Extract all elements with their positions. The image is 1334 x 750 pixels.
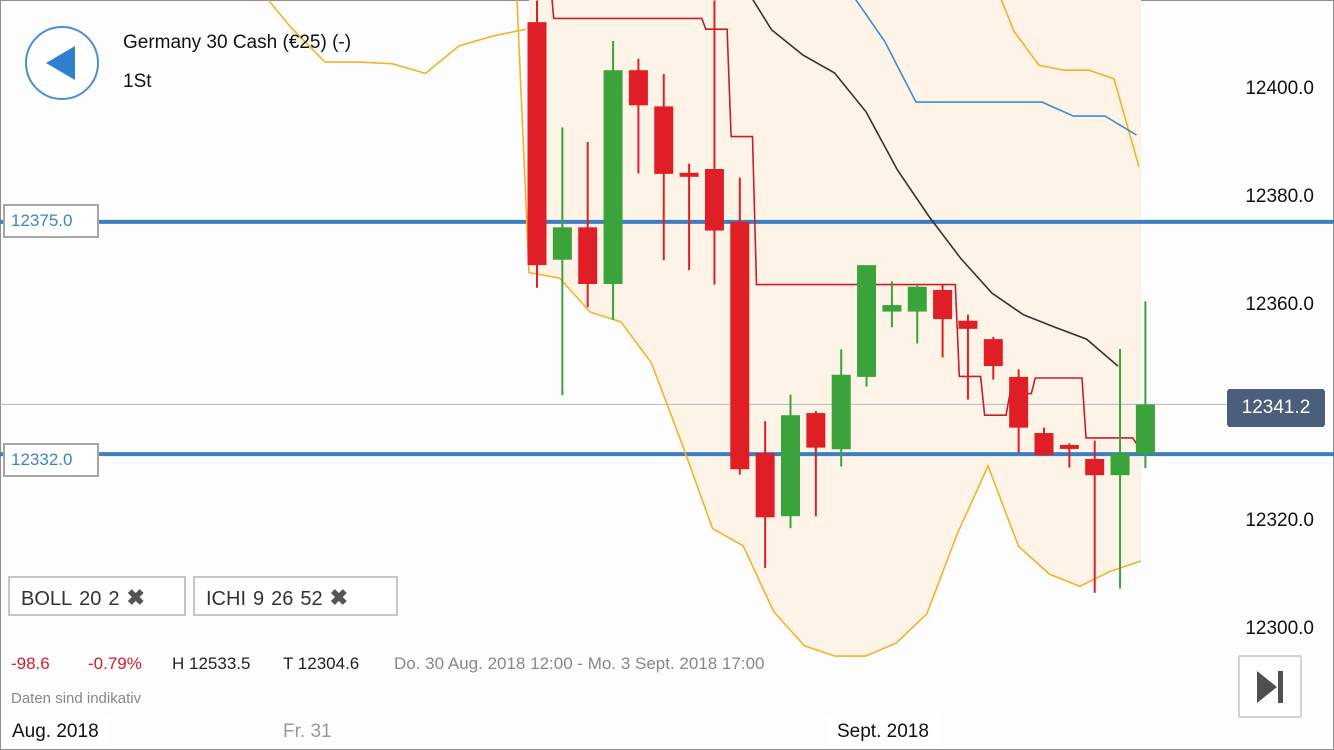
ichimoku-kijun-line xyxy=(752,0,1119,367)
candle xyxy=(552,127,572,396)
candle xyxy=(983,336,1003,380)
candle-body xyxy=(983,339,1003,367)
indicator-param: 26 xyxy=(271,588,294,610)
candle xyxy=(730,177,750,475)
candle-body xyxy=(628,70,648,106)
candle xyxy=(933,284,953,358)
bollinger-fill xyxy=(529,0,1141,657)
back-button[interactable] xyxy=(25,26,99,100)
price-line-label-lower[interactable]: 12332.0 xyxy=(3,443,99,477)
candle-body xyxy=(806,413,826,448)
indicator-param: 9 xyxy=(253,588,265,610)
indicator-param: 52 xyxy=(300,588,323,610)
indicator-lines xyxy=(267,0,1152,657)
date-range: Do. 30 Aug. 2018 12:00 - Mo. 3 Sept. 201… xyxy=(394,654,765,673)
bollinger-upper-line xyxy=(267,0,527,75)
candle xyxy=(1034,427,1054,456)
candle-body xyxy=(730,221,750,470)
candle-body xyxy=(831,374,851,450)
candle-body xyxy=(1085,458,1105,476)
current-price-tag: 12341.2 xyxy=(1227,389,1325,427)
y-tick-label: 12300.0 xyxy=(1245,618,1314,639)
bollinger-upper-line xyxy=(1000,0,1140,168)
close-icon[interactable]: ✖ xyxy=(126,585,145,610)
candle-body xyxy=(1059,444,1079,449)
candle xyxy=(1135,301,1155,469)
candle-body xyxy=(1110,453,1130,476)
price-line-label-upper[interactable]: 12375.0 xyxy=(3,204,99,238)
candles xyxy=(527,0,1155,593)
candle xyxy=(1059,443,1079,468)
candle-body xyxy=(704,169,724,231)
y-tick-label: 12380.0 xyxy=(1245,186,1314,207)
candle-body xyxy=(1009,376,1029,428)
x-axis-label-sept: Sept. 2018 xyxy=(826,716,940,748)
y-tick-label: 12360.0 xyxy=(1245,294,1314,315)
candle-body xyxy=(603,70,623,285)
candle xyxy=(958,314,978,400)
instrument-title: Germany 30 Cash (€25) (-) xyxy=(123,32,352,53)
candle-body xyxy=(882,305,902,312)
indicator-chip-ichi[interactable]: ICHI 9 26 52 ✖ xyxy=(193,576,398,616)
candle xyxy=(806,410,826,517)
low-value: T 12304.6 xyxy=(283,654,360,673)
candle xyxy=(679,163,699,270)
bollinger-lower-line xyxy=(516,0,1142,657)
candle xyxy=(882,281,902,328)
indicator-param: 2 xyxy=(108,588,120,610)
candle-body xyxy=(578,227,598,285)
indicator-name: ICHI xyxy=(206,588,246,610)
timeframe-label: 1St xyxy=(123,71,152,92)
skip-to-end-button[interactable] xyxy=(1238,655,1302,718)
candle xyxy=(1110,348,1130,589)
indicator-param: 20 xyxy=(79,588,102,610)
candle xyxy=(654,73,674,261)
candle xyxy=(1009,369,1029,453)
candle xyxy=(1085,440,1105,593)
y-tick-label: 12320.0 xyxy=(1245,510,1314,531)
candle xyxy=(704,0,724,285)
candle xyxy=(831,349,851,467)
ichimoku-senkou-line xyxy=(855,0,1137,136)
back-arrow-icon xyxy=(46,46,75,80)
skip-to-end-icon xyxy=(1257,671,1277,703)
candle-body xyxy=(527,22,547,266)
indicator-chip-boll[interactable]: BOLL 20 2 ✖ xyxy=(8,576,186,616)
candle-body xyxy=(755,453,775,518)
change-value: -98.6 xyxy=(11,654,50,673)
candle xyxy=(628,58,648,174)
y-tick-label: 12400.0 xyxy=(1245,78,1314,99)
disclaimer: Daten sind indikativ xyxy=(11,690,142,707)
candle xyxy=(781,394,800,529)
candle-body xyxy=(857,265,877,377)
candle xyxy=(907,285,927,344)
ichimoku-tenkan-line xyxy=(551,0,1152,445)
candle xyxy=(603,41,623,320)
candle-body xyxy=(552,227,572,260)
candle-body xyxy=(933,289,953,320)
candle-body xyxy=(907,286,927,312)
candle xyxy=(578,142,598,308)
indicator-name: BOLL xyxy=(21,588,73,610)
skip-to-end-icon-bar xyxy=(1278,671,1283,703)
close-icon[interactable]: ✖ xyxy=(329,585,349,610)
high-value: H 12533.5 xyxy=(172,654,251,673)
candle-body xyxy=(1135,404,1155,454)
bollinger-band xyxy=(529,0,1141,657)
candle xyxy=(527,0,547,288)
candle-body xyxy=(679,172,699,177)
y-axis: 12400.012380.012360.012340.012320.012300… xyxy=(1245,78,1314,639)
change-percent: -0.79% xyxy=(88,654,142,673)
candle xyxy=(857,265,877,387)
candle-body xyxy=(781,415,800,517)
candle-body xyxy=(1034,433,1054,456)
candle-body xyxy=(958,320,978,329)
x-axis-label-aug: Aug. 2018 xyxy=(1,716,110,748)
x-axis-label-fr31: Fr. 31 xyxy=(283,721,332,742)
candle xyxy=(755,421,775,569)
candle-body xyxy=(654,106,674,174)
